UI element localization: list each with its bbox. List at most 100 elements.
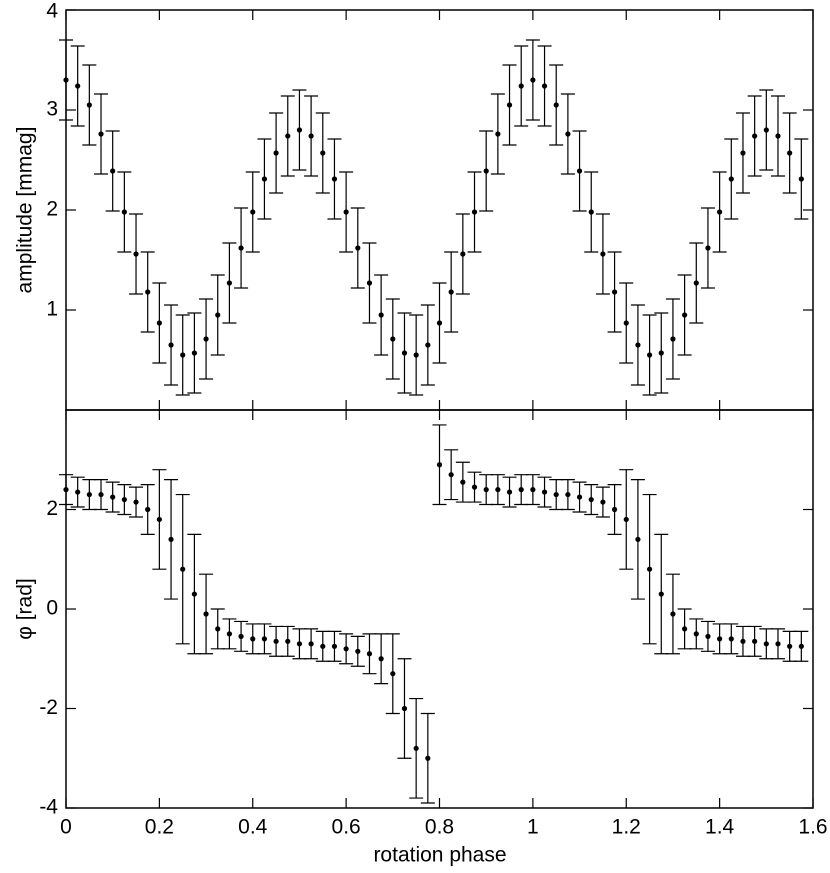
point: [600, 499, 606, 505]
point: [366, 280, 373, 286]
x-tick-label: 0.2: [145, 816, 174, 839]
point: [705, 633, 711, 639]
point: [763, 641, 769, 647]
point: [238, 245, 244, 251]
plot-frame: [65, 409, 814, 809]
point: [343, 209, 349, 215]
point: [226, 280, 233, 286]
x-tick-label: 1.2: [612, 816, 641, 839]
y-tick-label: -4: [39, 796, 58, 819]
y-tick-label: 2: [46, 198, 58, 221]
point: [355, 648, 361, 654]
point: [98, 131, 104, 137]
point: [682, 626, 688, 632]
point: [471, 209, 478, 215]
point: [390, 671, 396, 677]
y-tick-label: 0: [46, 597, 58, 620]
point: [98, 491, 104, 498]
x-tick-label: 0.4: [238, 816, 268, 839]
y-tick-label: 3: [46, 98, 58, 121]
point: [390, 336, 396, 342]
point: [798, 176, 804, 182]
point: [460, 251, 466, 257]
point: [588, 209, 594, 215]
point: [308, 133, 314, 139]
point: [506, 102, 513, 108]
y-axis-label: amplitude [mmag]: [14, 127, 37, 294]
point: [110, 168, 116, 174]
point: [250, 636, 256, 642]
point: [635, 342, 641, 348]
point: [436, 462, 443, 468]
point: [483, 168, 489, 174]
point: [752, 133, 758, 139]
point: [705, 245, 711, 251]
point: [226, 631, 233, 637]
point: [530, 77, 536, 83]
x-tick-label: 0.8: [425, 816, 454, 839]
point: [740, 638, 746, 644]
point: [576, 168, 583, 174]
point: [600, 251, 606, 257]
point: [436, 320, 443, 326]
point: [285, 133, 291, 139]
point: [250, 209, 256, 215]
x-axis-label: rotation phase: [373, 844, 506, 867]
point: [448, 289, 454, 295]
point: [273, 638, 279, 644]
point: [343, 646, 349, 652]
point: [355, 245, 361, 251]
point: [273, 150, 279, 156]
point: [682, 312, 688, 318]
point: [541, 83, 548, 89]
y-axis-label: φ [rad]: [14, 578, 37, 639]
point: [518, 83, 524, 89]
point: [261, 176, 268, 182]
point: [203, 611, 209, 617]
point: [565, 491, 571, 498]
x-tick-label: 1: [527, 816, 539, 839]
point: [483, 487, 489, 493]
point: [471, 484, 478, 490]
point: [215, 626, 221, 632]
point: [798, 643, 804, 649]
x-tick-label: 1.4: [705, 816, 735, 839]
point: [121, 209, 127, 215]
y-tick-label: 4: [46, 0, 58, 23]
point: [191, 591, 197, 597]
point: [658, 591, 664, 597]
point: [576, 494, 583, 500]
point: [541, 489, 548, 495]
point: [448, 472, 454, 478]
y-tick-label: 2: [46, 497, 58, 520]
point: [553, 102, 559, 108]
y-tick-label: -2: [39, 696, 58, 719]
point: [191, 350, 197, 356]
point: [717, 209, 723, 215]
point: [145, 506, 151, 513]
point: [413, 352, 419, 358]
point: [261, 636, 268, 642]
point: [168, 536, 174, 542]
point: [331, 176, 338, 182]
point: [366, 651, 373, 657]
point: [460, 479, 466, 485]
point: [623, 320, 629, 326]
point: [168, 342, 174, 348]
point: [693, 280, 699, 286]
point: [763, 127, 769, 133]
point: [75, 83, 81, 89]
point: [646, 352, 653, 358]
point: [401, 350, 408, 356]
point: [215, 312, 221, 318]
point: [110, 494, 116, 500]
x-tick-label: 0.6: [332, 816, 361, 839]
point: [320, 643, 326, 649]
point: [145, 289, 151, 295]
point: [156, 516, 162, 523]
point: [611, 506, 618, 513]
point: [787, 643, 793, 649]
point: [413, 745, 419, 751]
point: [495, 131, 501, 137]
